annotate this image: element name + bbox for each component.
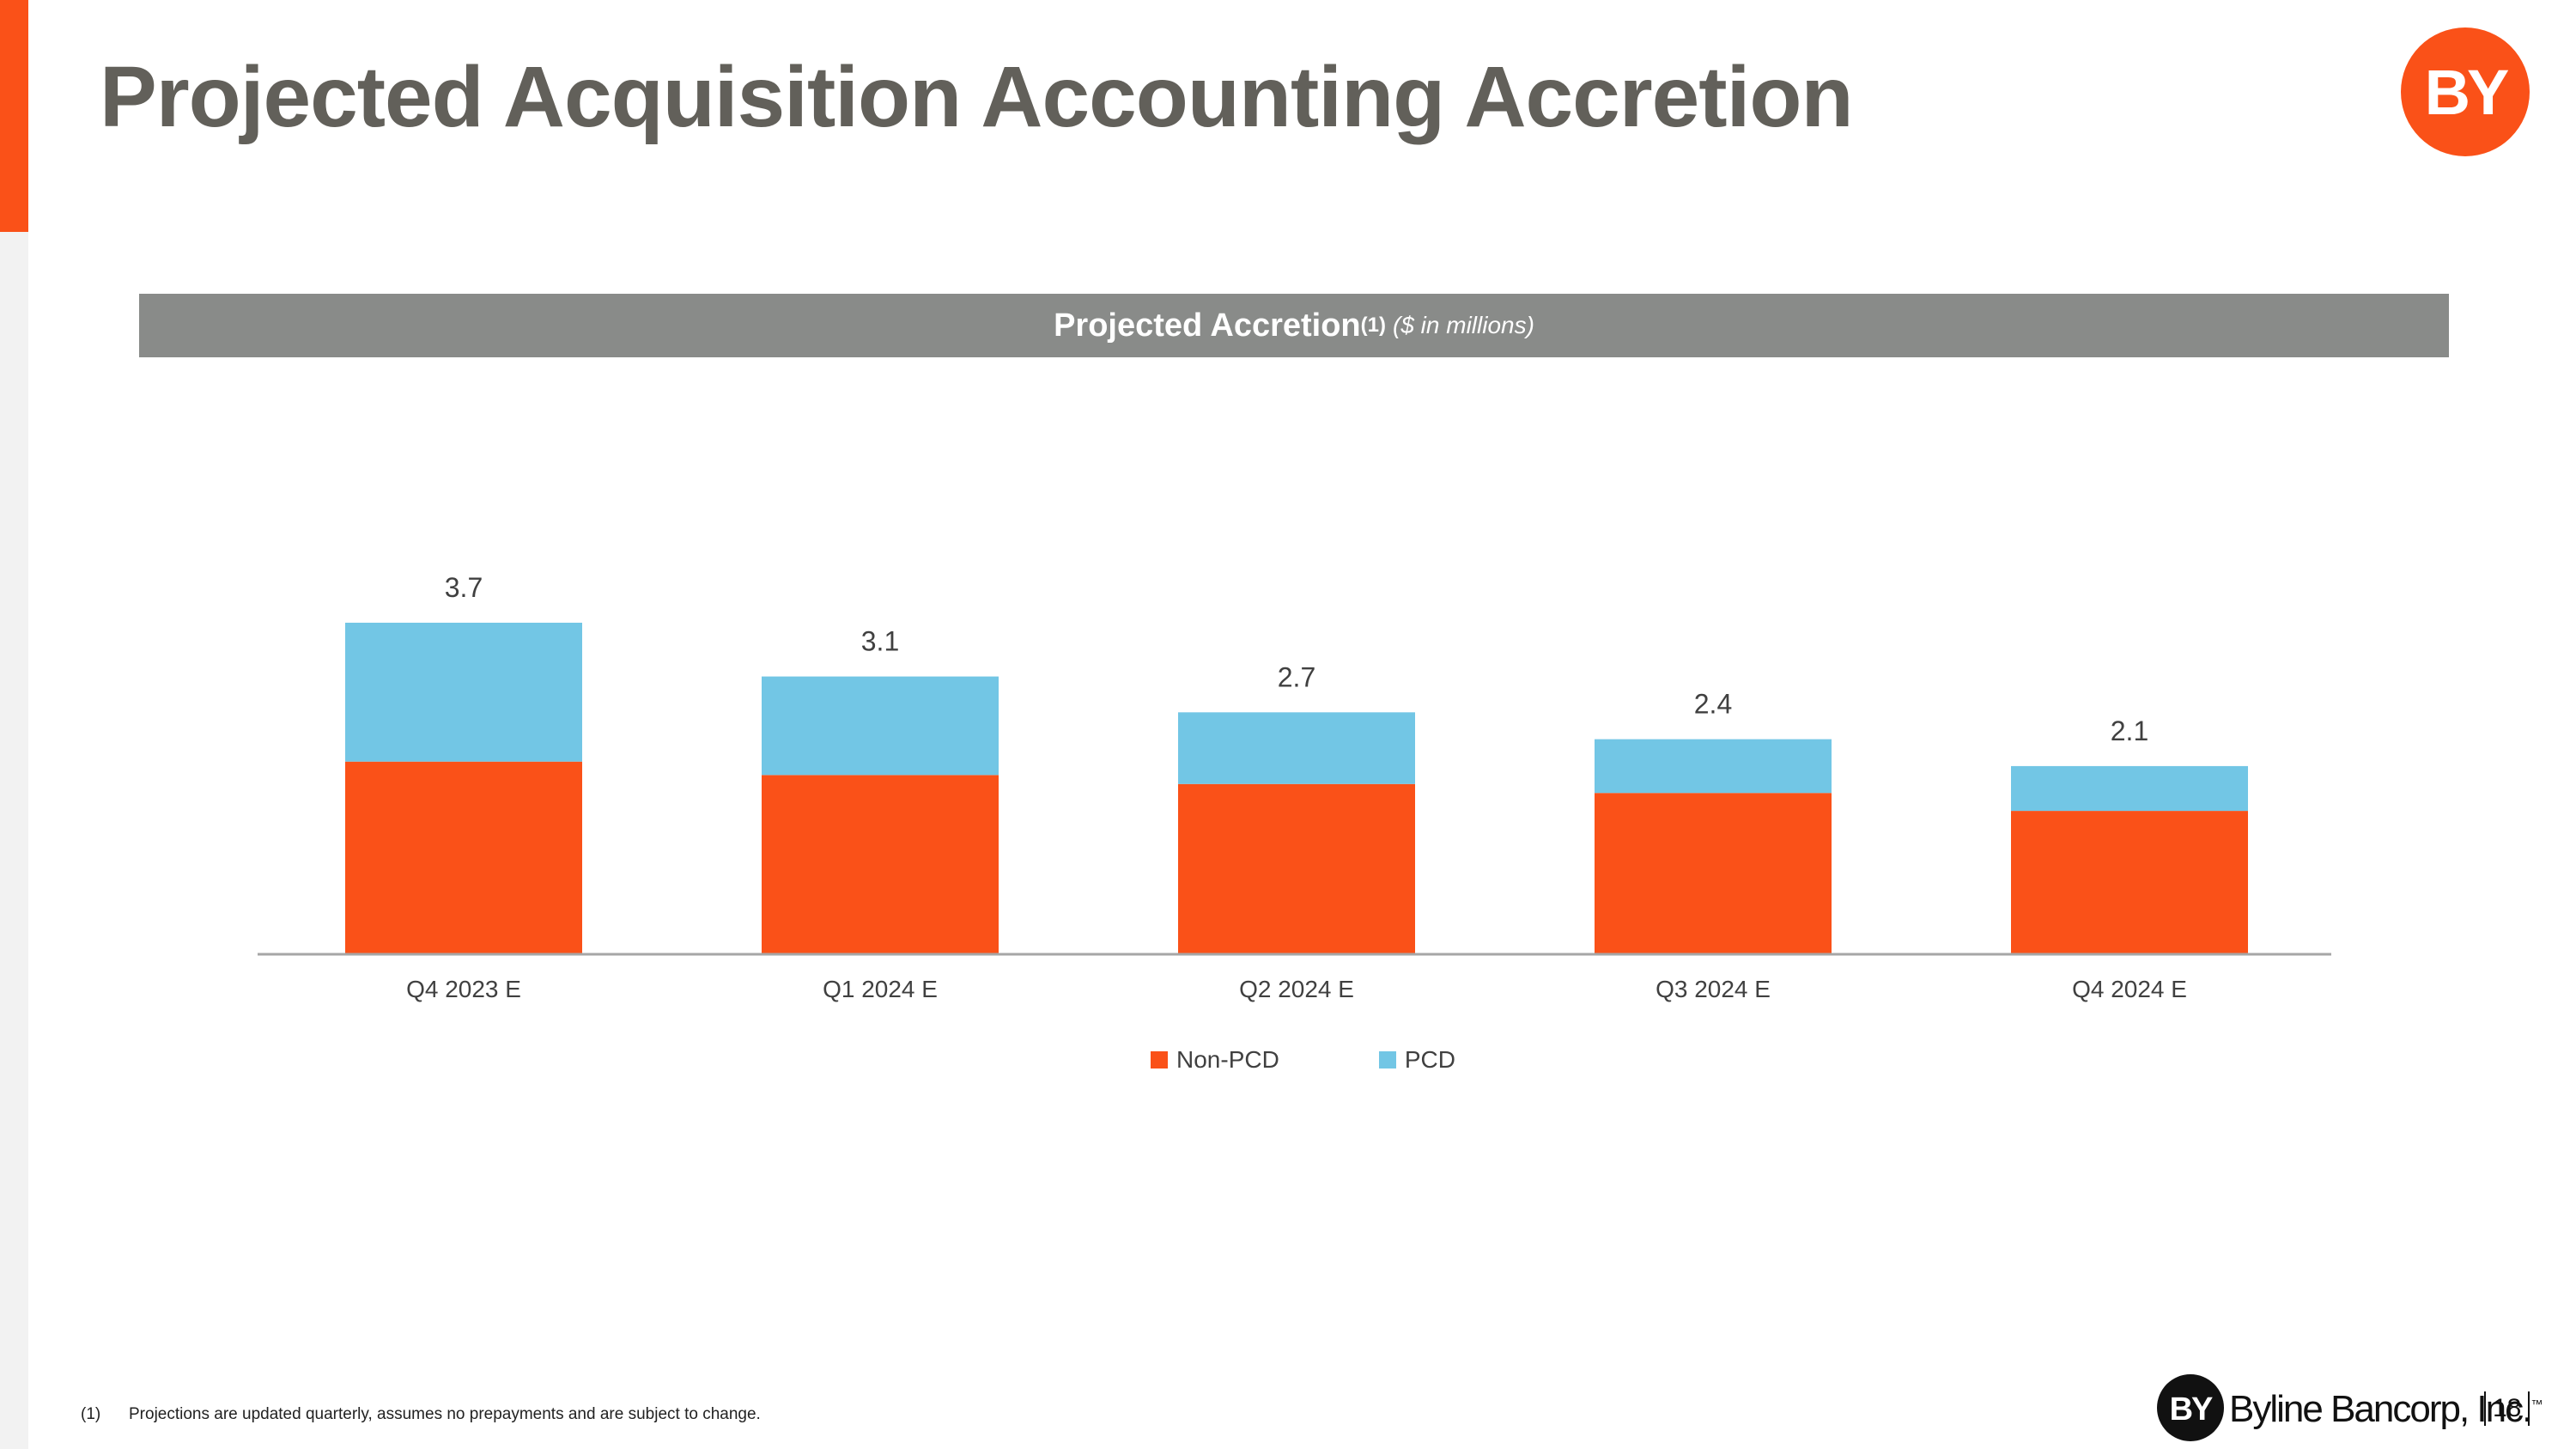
x-tick-label-3: Q2 2024 E bbox=[1239, 976, 1354, 1002]
bar-non-pcd-2 bbox=[762, 775, 999, 954]
bar-pcd-3 bbox=[1178, 712, 1415, 784]
legend-item-non-pcd: Non-PCD bbox=[1151, 1046, 1279, 1074]
legend-item-pcd: PCD bbox=[1378, 1046, 1455, 1074]
page-title: Projected Acquisition Accounting Accreti… bbox=[100, 49, 1854, 145]
company-name: Byline Bancorp, Inc.™ bbox=[2229, 1388, 2543, 1431]
chart-legend: Non-PCD PCD bbox=[1151, 1046, 1455, 1074]
legend-label-pcd: PCD bbox=[1404, 1046, 1455, 1073]
x-tick-label-5: Q4 2024 E bbox=[2072, 976, 2187, 1002]
byline-logo-icon: BY bbox=[2401, 27, 2530, 156]
left-accent-bar bbox=[0, 0, 28, 232]
bar-non-pcd-1 bbox=[345, 761, 582, 954]
total-label-5: 2.1 bbox=[2111, 715, 2148, 746]
chart-header-title: Projected Accretion bbox=[1054, 307, 1361, 344]
footnote-marker: (1) bbox=[81, 1405, 101, 1423]
page-number: 18 bbox=[2484, 1391, 2530, 1426]
x-tick-label-1: Q4 2023 E bbox=[406, 976, 521, 1002]
bar-pcd-2 bbox=[762, 676, 999, 776]
total-label-3: 2.7 bbox=[1278, 661, 1315, 692]
total-label-4: 2.4 bbox=[1694, 689, 1732, 720]
x-tick-label-4: Q3 2024 E bbox=[1656, 976, 1771, 1002]
bar-pcd-1 bbox=[345, 623, 582, 762]
byline-logo-small-icon: BY bbox=[2157, 1374, 2224, 1441]
legend-swatch-non-pcd bbox=[1151, 1051, 1168, 1068]
x-tick-label-2: Q1 2024 E bbox=[823, 976, 938, 1002]
bar-pcd-4 bbox=[1595, 739, 1832, 794]
bar-non-pcd-4 bbox=[1595, 793, 1832, 954]
total-label-2: 3.1 bbox=[861, 626, 899, 657]
footnote: (1) Projections are updated quarterly, as… bbox=[81, 1405, 761, 1424]
left-strip bbox=[0, 0, 28, 1449]
footnote-text: Projections are updated quarterly, assum… bbox=[129, 1405, 761, 1423]
legend-label-non-pcd: Non-PCD bbox=[1176, 1046, 1279, 1073]
trademark-mark: ™ bbox=[2530, 1397, 2543, 1411]
total-label-1: 3.7 bbox=[445, 572, 483, 603]
chart-header: Projected Accretion (1) ($ in millions) bbox=[139, 294, 2449, 357]
bar-pcd-5 bbox=[2011, 765, 2248, 812]
logo-text: BY bbox=[2425, 57, 2509, 128]
legend-swatch-pcd bbox=[1378, 1051, 1396, 1068]
company-name-text: Byline Bancorp, Inc. bbox=[2229, 1388, 2532, 1430]
chart-header-unit: ($ in millions) bbox=[1393, 312, 1534, 338]
bar-non-pcd-5 bbox=[2011, 811, 2248, 954]
chart-header-footnote-mark: (1) bbox=[1360, 314, 1386, 337]
bar-non-pcd-3 bbox=[1178, 783, 1415, 954]
logo-small-text: BY bbox=[2170, 1391, 2213, 1428]
